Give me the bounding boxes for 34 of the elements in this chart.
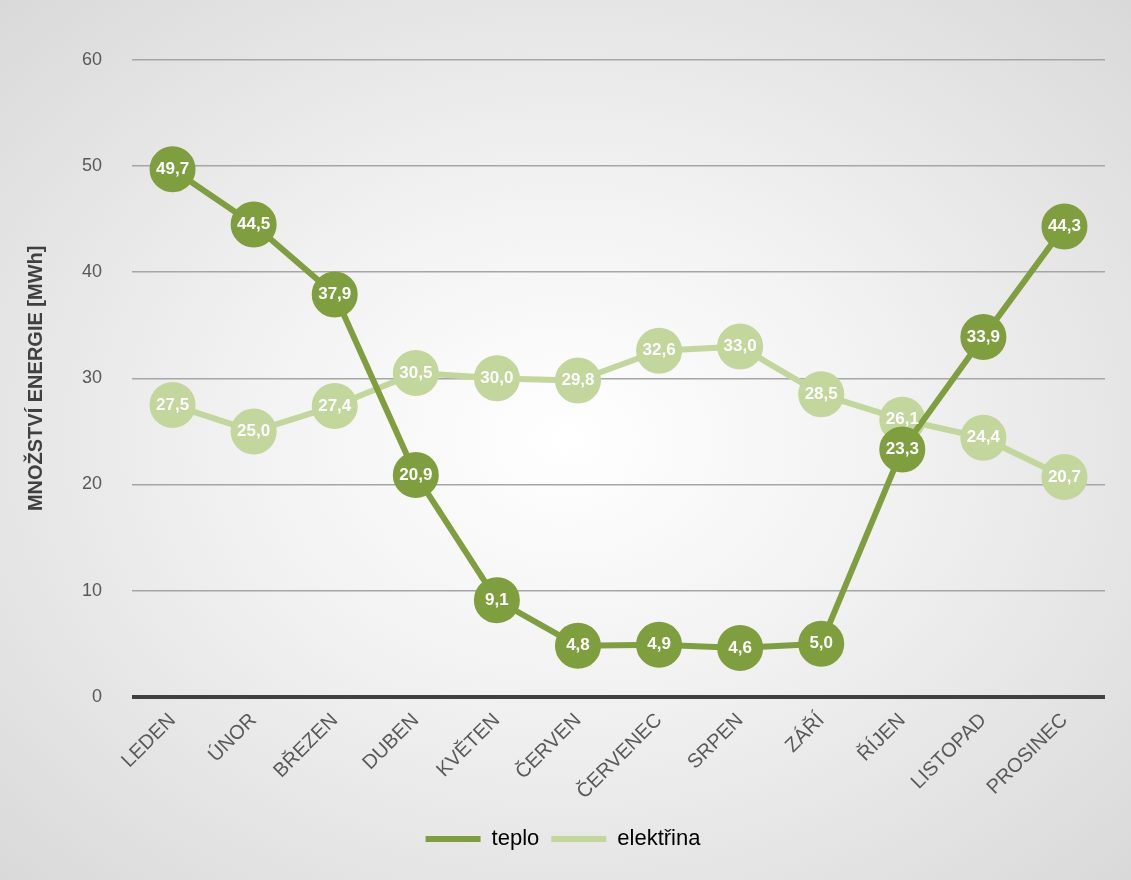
data-label: 9,1: [485, 589, 509, 609]
y-tick-label: 20: [81, 473, 103, 494]
data-label: 28,5: [804, 383, 838, 403]
data-label: 4,9: [647, 634, 671, 654]
data-label: 29,8: [561, 370, 595, 390]
data-label: 20,9: [399, 464, 433, 484]
data-label: 33,9: [966, 326, 1000, 346]
y-tick-label: 30: [81, 367, 103, 388]
y-tick-label: 10: [81, 579, 103, 600]
data-label: 30,0: [480, 368, 514, 388]
y-tick-label: 50: [81, 155, 103, 176]
data-label: 37,9: [318, 284, 352, 304]
data-label: 49,7: [156, 158, 190, 178]
data-label: 27,5: [156, 394, 190, 414]
data-label: 23,3: [885, 439, 919, 459]
y-tick-label: 60: [81, 48, 103, 69]
data-label: 26,1: [885, 409, 919, 429]
y-axis-title: MNOŽSTVÍ ENERGIE [MWh]: [22, 245, 46, 512]
data-label: 27,4: [318, 395, 352, 415]
y-tick-label: 40: [81, 261, 103, 282]
data-label: 5,0: [809, 633, 834, 653]
legend-label: teplo: [491, 825, 540, 851]
data-label: 4,8: [566, 635, 590, 655]
data-label: 33,0: [723, 336, 757, 356]
y-tick-label: 0: [92, 685, 103, 706]
legend-label: elektřina: [617, 825, 702, 851]
data-label: 32,6: [642, 340, 676, 360]
data-label: 24,4: [966, 427, 1001, 447]
data-label: 30,5: [399, 362, 433, 382]
data-label: 20,7: [1047, 466, 1082, 486]
data-label: 44,3: [1047, 216, 1082, 236]
data-label: 25,0: [237, 421, 271, 441]
data-label: 4,6: [728, 637, 752, 657]
data-label: 44,5: [237, 214, 271, 234]
